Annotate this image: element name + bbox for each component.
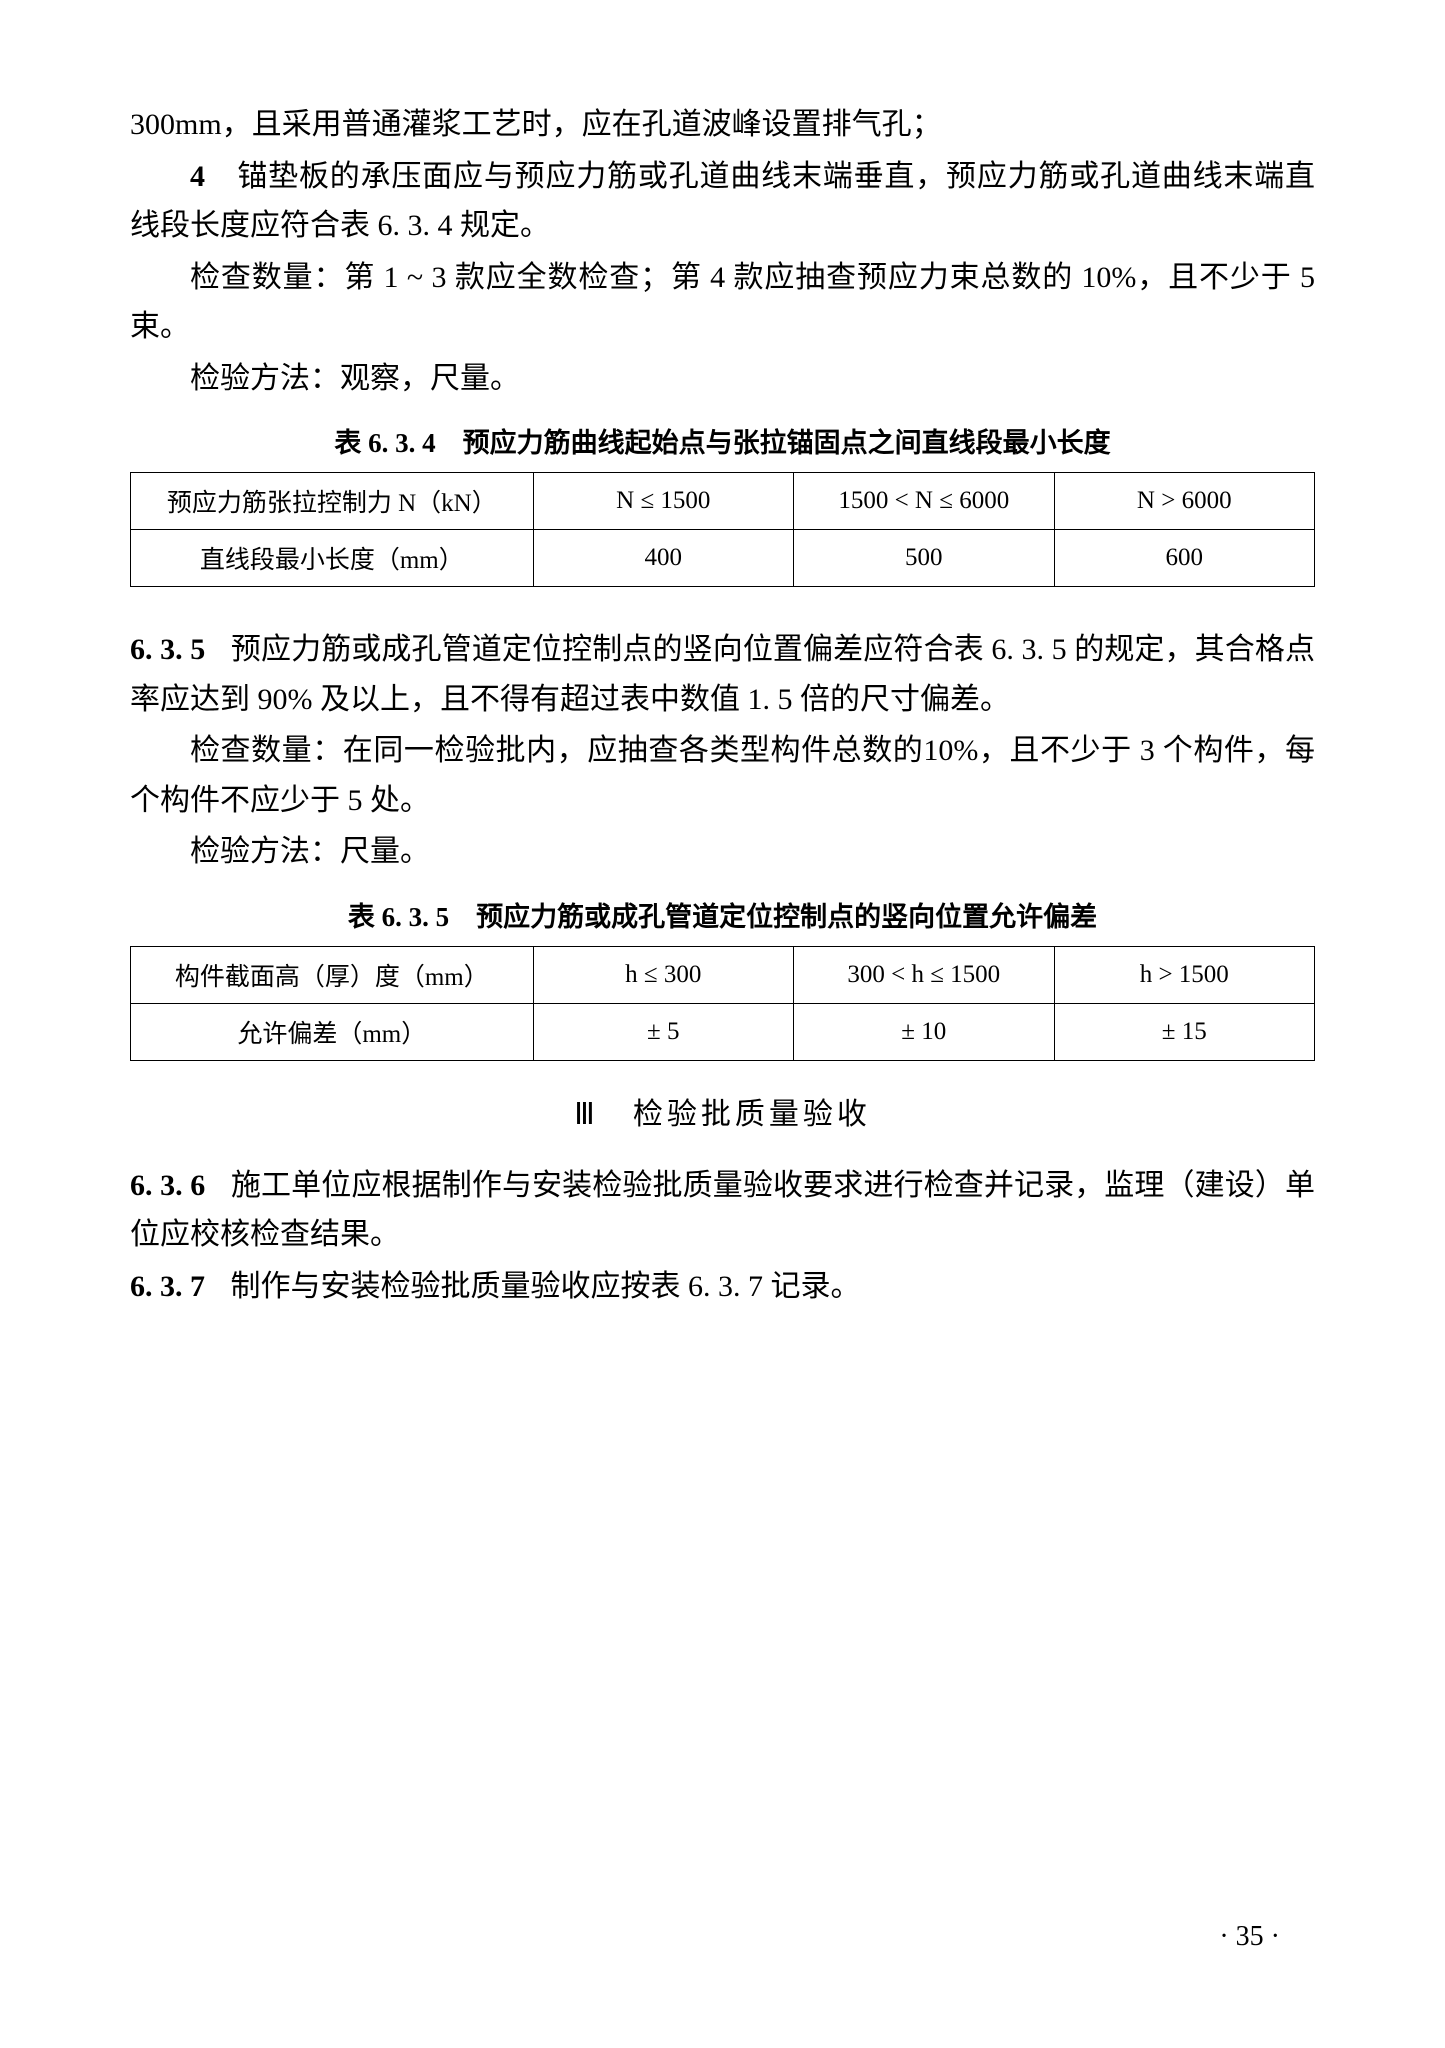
check-quantity-p3: 检查数量：第 1 ~ 3 款应全数检查；第 4 款应抽查预应力束总数的 10%，… <box>130 253 1315 352</box>
paragraph-p1: 300mm，且采用普通灌浆工艺时，应在孔道波峰设置排气孔； <box>130 100 1315 150</box>
clause-636-text: 施工单位应根据制作与安装检验批质量验收要求进行检查并记录，监理（建设）单位应校核… <box>130 1169 1315 1252</box>
table-row: 预应力筋张拉控制力 N（kN） N ≤ 1500 1500 < N ≤ 6000… <box>131 473 1315 530</box>
table-cell: ± 10 <box>794 1003 1054 1060</box>
table-row: 直线段最小长度（mm） 400 500 600 <box>131 530 1315 587</box>
clause-number-635: 6. 3. 5 <box>130 633 205 666</box>
table-cell: 1500 < N ≤ 6000 <box>794 473 1054 530</box>
item-number-4: 4 <box>130 160 205 193</box>
table-cell: ± 15 <box>1054 1003 1315 1060</box>
paragraph-p2: 4 锚垫板的承压面应与预应力筋或孔道曲线末端垂直，预应力筋或孔道曲线末端直线段长… <box>130 152 1315 251</box>
section-3-heading: Ⅲ 检验批质量验收 <box>130 1089 1315 1133</box>
clause-637-para: 6. 3. 7 制作与安装检验批质量验收应按表 6. 3. 7 记录。 <box>130 1262 1315 1312</box>
clause-number-637: 6. 3. 7 <box>130 1270 205 1303</box>
table-cell: 400 <box>533 530 793 587</box>
page-number: · 35 · <box>1219 1921 1280 1953</box>
table-635-title: 表 6. 3. 5 预应力筋或成孔管道定位控制点的竖向位置允许偏差 <box>130 895 1315 934</box>
table-cell-label: 预应力筋张拉控制力 N（kN） <box>131 473 534 530</box>
table-cell: 500 <box>794 530 1054 587</box>
check-method-p4: 检验方法：观察，尺量。 <box>130 354 1315 404</box>
table-cell: N ≤ 1500 <box>533 473 793 530</box>
table-cell-label: 直线段最小长度（mm） <box>131 530 534 587</box>
clause-635-para3: 检验方法：尺量。 <box>130 827 1315 877</box>
table-635: 构件截面高（厚）度（mm） h ≤ 300 300 < h ≤ 1500 h >… <box>130 946 1315 1061</box>
table-cell: ± 5 <box>533 1003 793 1060</box>
table-cell: N > 6000 <box>1054 473 1315 530</box>
clause-number-636: 6. 3. 6 <box>130 1169 205 1202</box>
table-cell-label: 构件截面高（厚）度（mm） <box>131 946 534 1003</box>
item-text-4: 锚垫板的承压面应与预应力筋或孔道曲线末端垂直，预应力筋或孔道曲线末端直线段长度应… <box>130 160 1315 243</box>
clause-635-para1: 6. 3. 5 预应力筋或成孔管道定位控制点的竖向位置偏差应符合表 6. 3. … <box>130 625 1315 724</box>
clause-637-text: 制作与安装检验批质量验收应按表 6. 3. 7 记录。 <box>213 1270 861 1303</box>
clause-635-para2: 检查数量：在同一检验批内，应抽查各类型构件总数的10%，且不少于 3 个构件，每… <box>130 726 1315 825</box>
clause-636-para: 6. 3. 6 施工单位应根据制作与安装检验批质量验收要求进行检查并记录，监理（… <box>130 1161 1315 1260</box>
table-cell-label: 允许偏差（mm） <box>131 1003 534 1060</box>
table-cell: h ≤ 300 <box>533 946 793 1003</box>
table-634: 预应力筋张拉控制力 N（kN） N ≤ 1500 1500 < N ≤ 6000… <box>130 472 1315 587</box>
table-row: 构件截面高（厚）度（mm） h ≤ 300 300 < h ≤ 1500 h >… <box>131 946 1315 1003</box>
table-cell: 300 < h ≤ 1500 <box>794 946 1054 1003</box>
table-cell: 600 <box>1054 530 1315 587</box>
clause-635-text1: 预应力筋或成孔管道定位控制点的竖向位置偏差应符合表 6. 3. 5 的规定，其合… <box>130 633 1315 716</box>
table-634-title: 表 6. 3. 4 预应力筋曲线起始点与张拉锚固点之间直线段最小长度 <box>130 421 1315 460</box>
table-row: 允许偏差（mm） ± 5 ± 10 ± 15 <box>131 1003 1315 1060</box>
table-cell: h > 1500 <box>1054 946 1315 1003</box>
